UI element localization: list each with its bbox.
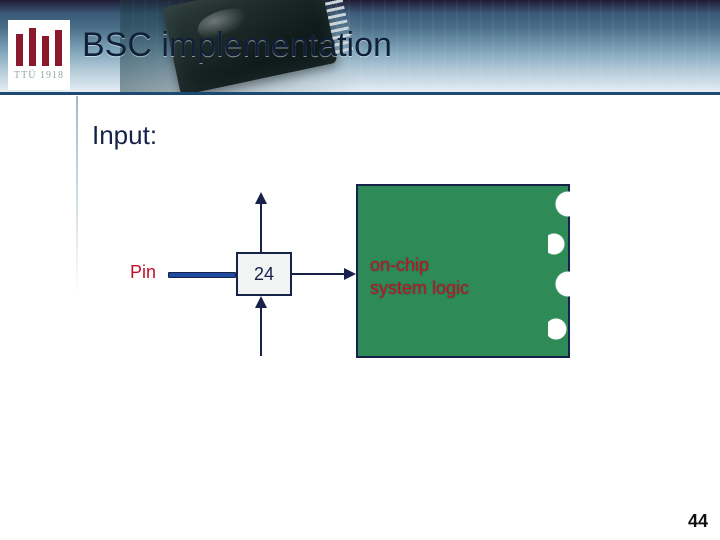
boundary-scan-cell: 24 (236, 252, 292, 296)
header-underline (0, 92, 720, 95)
page-number: 44 (688, 511, 708, 532)
on-chip-logic-box: on-chip system logic (356, 184, 570, 358)
pin-connector (168, 272, 236, 278)
pin-label: Pin (130, 262, 156, 283)
on-chip-logic-label: on-chip system logic (370, 254, 469, 299)
logo-text: TTÜ 1918 (8, 66, 70, 81)
left-gutter-line (76, 96, 78, 296)
logo: TTÜ 1918 (8, 20, 70, 90)
diagram: Pin 24 on-chip system logic (100, 170, 600, 370)
section-label: Input: (92, 120, 157, 151)
page-title: BSC implementation (82, 26, 392, 65)
arrow-to-logic (290, 273, 354, 275)
logo-bars (8, 20, 70, 66)
